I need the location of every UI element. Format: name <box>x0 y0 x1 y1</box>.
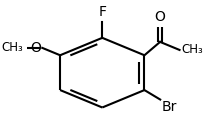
Text: O: O <box>30 41 41 55</box>
Text: CH₃: CH₃ <box>181 43 203 56</box>
Text: Br: Br <box>161 100 176 114</box>
Text: CH₃: CH₃ <box>1 41 23 54</box>
Text: F: F <box>98 5 106 19</box>
Text: O: O <box>155 10 165 24</box>
